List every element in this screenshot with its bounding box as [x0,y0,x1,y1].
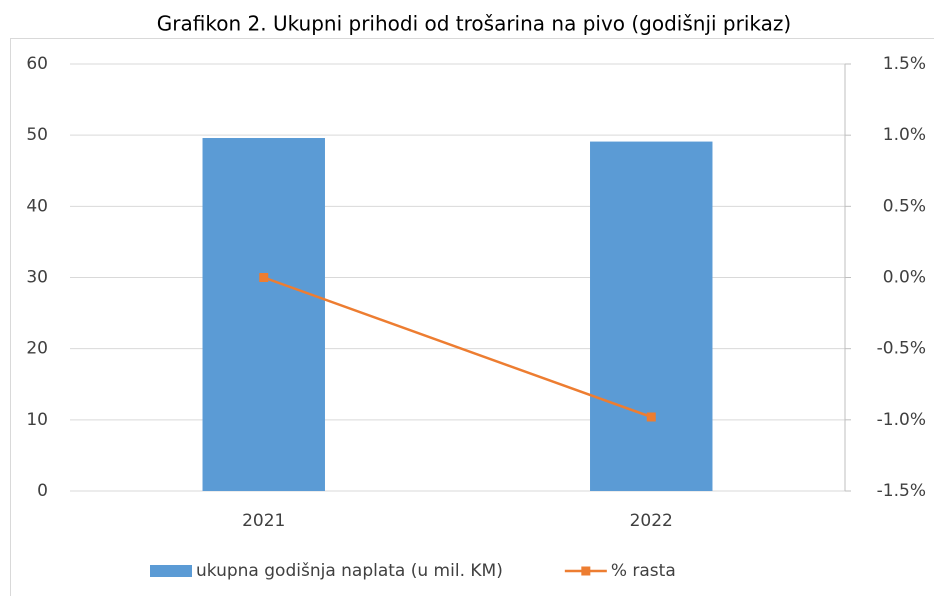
y2-tick-label: 1.0% [883,125,926,145]
x-tick-label: 2022 [630,511,673,531]
bar [202,138,325,491]
y2-tick-label: -1.0% [877,410,926,430]
legend-swatch [150,565,192,577]
y-tick-label: 40 [26,196,48,216]
y2-tick-label: 1.5% [883,54,926,74]
chart-title: Grafikon 2. Ukupni prihodi od trošarina … [157,12,791,36]
y-tick-label: 50 [26,125,48,145]
line-marker [259,273,269,282]
line [263,276,652,419]
y2-tick-label: -1.5% [877,481,926,501]
y-tick-label: 60 [26,54,48,74]
bar [590,141,713,492]
legend-label: ukupna godišnja naplata (u mil. KM) [196,561,503,581]
y2-tick-label: -0.5% [877,339,926,359]
y-tick-label: 0 [37,481,48,501]
x-tick-label: 2021 [242,511,285,531]
legend-label: % rasta [611,561,676,581]
line-marker [646,412,656,422]
legend-swatch [581,566,591,576]
y-tick-label: 30 [26,268,48,288]
y-tick-label: 20 [26,339,48,359]
y-tick-label: 10 [26,410,48,430]
y2-tick-label: 0.0% [883,268,926,288]
y2-tick-label: 0.5% [883,196,926,216]
chart-border [10,38,934,596]
